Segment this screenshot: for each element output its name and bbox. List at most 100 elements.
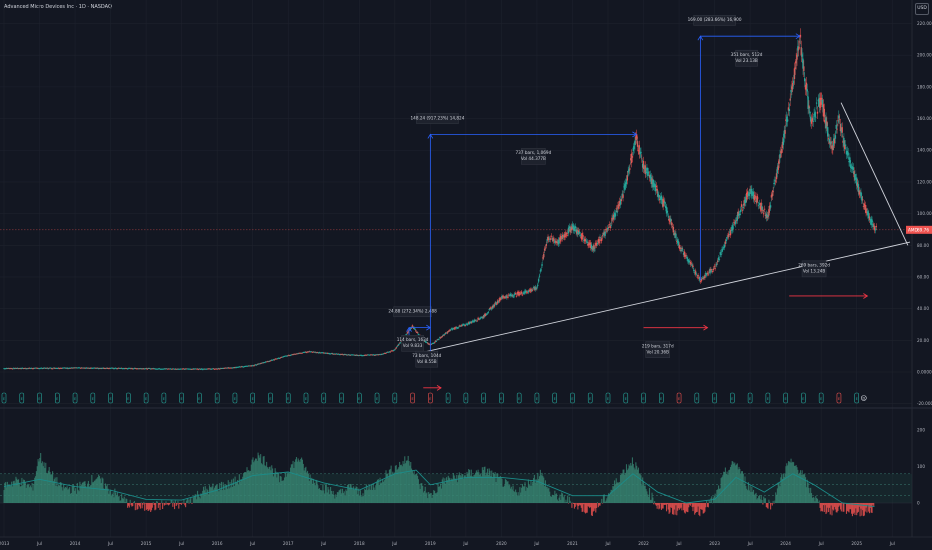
osc-bar <box>779 486 781 503</box>
earnings-marker-outline <box>143 392 149 404</box>
candle-body <box>609 226 611 229</box>
candle-body <box>711 270 713 272</box>
osc-bar <box>801 470 803 503</box>
osc-bar <box>596 502 599 503</box>
candle-body <box>465 323 467 325</box>
osc-bar <box>770 503 772 504</box>
candle-body <box>705 272 707 275</box>
candle-body <box>755 200 757 202</box>
candle-body <box>873 225 876 231</box>
candle-body <box>572 224 574 227</box>
osc-bar <box>228 488 230 503</box>
osc-bar <box>463 478 465 503</box>
osc-bar <box>388 477 390 503</box>
osc-bar <box>63 484 65 503</box>
candle-body <box>161 368 163 370</box>
candle-body <box>461 324 463 326</box>
osc-bar <box>297 458 299 503</box>
candle-body <box>792 82 794 87</box>
candle-body <box>632 147 634 152</box>
candle-body <box>315 352 317 354</box>
osc-bar <box>629 465 631 503</box>
osc-bar <box>261 464 263 503</box>
currency-button[interactable]: USD <box>915 3 929 15</box>
candle-body <box>757 197 759 199</box>
osc-bar <box>709 501 711 503</box>
osc-bar <box>621 473 623 503</box>
osc-bar <box>643 485 645 503</box>
osc-bar <box>725 474 727 503</box>
osc-bar <box>489 470 491 503</box>
osc-bar <box>330 486 332 503</box>
candle-body <box>138 368 140 370</box>
candle-body <box>521 294 524 296</box>
osc-bar <box>557 500 559 503</box>
osc-bar <box>722 475 724 503</box>
m3-bars-label: 351 bars, 512d <box>731 52 763 57</box>
earnings-marker-positive: E <box>268 392 273 404</box>
candle-body <box>583 239 586 242</box>
osc-bar <box>639 473 641 503</box>
osc-bar <box>718 488 720 503</box>
candle-body <box>610 224 612 226</box>
osc-bar <box>542 476 544 503</box>
candle-body <box>704 275 706 279</box>
osc-bar <box>433 490 435 503</box>
earnings-marker-positive: E <box>90 392 96 404</box>
osc-bar <box>122 498 124 503</box>
candle-body <box>435 341 438 342</box>
trendline-resistance <box>840 102 909 246</box>
candle-body <box>161 368 164 370</box>
osc-bar <box>174 500 176 503</box>
osc-bar <box>833 503 836 507</box>
osc-bar <box>415 474 417 503</box>
candle-body <box>51 368 53 370</box>
osc-bar <box>828 503 830 513</box>
candle-body <box>838 118 841 120</box>
osc-bar <box>499 475 501 503</box>
osc-bar <box>660 503 662 504</box>
osc-bar <box>520 492 522 503</box>
osc-bar <box>782 473 784 503</box>
earnings-marker-positive: E <box>499 392 504 404</box>
osc-bar <box>426 492 428 503</box>
candle-body <box>361 355 363 357</box>
osc-bar <box>500 477 502 503</box>
osc-bar <box>515 489 517 503</box>
osc-bar <box>253 462 255 503</box>
osc-bar <box>405 460 408 503</box>
osc-bar <box>399 465 402 503</box>
osc-bar <box>436 492 438 503</box>
osc-bar <box>625 472 627 503</box>
osc-bar <box>129 499 131 503</box>
candle-body <box>614 213 617 217</box>
earnings-marker-outline <box>445 392 451 404</box>
osc-bar <box>10 486 12 503</box>
candle-body <box>143 368 146 370</box>
osc-bar <box>318 488 320 503</box>
osc-bar <box>258 455 260 503</box>
osc-bar <box>594 503 596 509</box>
osc-bar <box>69 493 72 503</box>
osc-bar <box>351 487 353 503</box>
candle-body <box>253 365 255 367</box>
earnings-marker-positive: E <box>570 392 575 404</box>
candle-body <box>579 234 582 236</box>
osc-bar <box>37 459 39 503</box>
osc-bar <box>710 498 712 503</box>
osc-bar <box>41 461 43 503</box>
osc-bar <box>130 503 132 506</box>
osc-bar <box>365 484 367 503</box>
candle-body <box>68 368 70 369</box>
earnings-marker-positive: E <box>658 392 664 404</box>
osc-bar <box>422 492 425 503</box>
osc-bar <box>344 495 346 503</box>
osc-bar <box>807 483 809 503</box>
osc-bar <box>393 474 395 503</box>
osc-bar <box>64 487 66 503</box>
time-tick-label: Jul <box>818 541 824 546</box>
osc-bar <box>162 503 164 510</box>
candle-body <box>682 252 685 255</box>
